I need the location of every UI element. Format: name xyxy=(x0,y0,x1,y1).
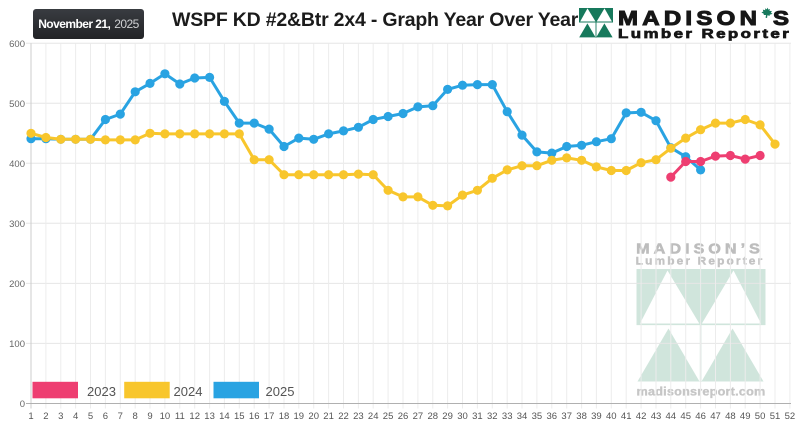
svg-text:16: 16 xyxy=(249,411,260,422)
svg-text:44: 44 xyxy=(666,411,677,422)
svg-text:15: 15 xyxy=(234,411,245,422)
svg-text:28: 28 xyxy=(428,411,439,422)
svg-text:52: 52 xyxy=(785,411,796,422)
svg-text:11: 11 xyxy=(175,411,185,422)
svg-text:19: 19 xyxy=(294,411,305,422)
svg-text:51: 51 xyxy=(770,411,781,422)
svg-text:4: 4 xyxy=(73,411,78,422)
svg-text:500: 500 xyxy=(9,99,25,110)
svg-text:42: 42 xyxy=(636,411,647,422)
svg-text:17: 17 xyxy=(264,411,275,422)
svg-text:31: 31 xyxy=(472,411,483,422)
svg-text:22: 22 xyxy=(338,411,349,422)
svg-text:3: 3 xyxy=(58,411,63,422)
svg-text:40: 40 xyxy=(606,411,617,422)
svg-text:49: 49 xyxy=(740,411,751,422)
svg-text:100: 100 xyxy=(9,339,25,350)
svg-text:400: 400 xyxy=(9,159,25,170)
svg-text:2025: 2025 xyxy=(266,384,295,399)
svg-text:47: 47 xyxy=(710,411,721,422)
svg-text:2023: 2023 xyxy=(87,384,116,399)
svg-text:1: 1 xyxy=(28,411,33,422)
svg-text:600: 600 xyxy=(9,39,25,50)
svg-text:Lumber Reporter: Lumber Reporter xyxy=(636,256,765,268)
svg-text:7: 7 xyxy=(118,411,123,422)
svg-text:12: 12 xyxy=(189,411,200,422)
svg-text:50: 50 xyxy=(755,411,766,422)
svg-text:25: 25 xyxy=(383,411,394,422)
svg-text:200: 200 xyxy=(9,279,25,290)
svg-text:46: 46 xyxy=(695,411,706,422)
svg-text:0: 0 xyxy=(20,399,25,410)
svg-text:34: 34 xyxy=(517,411,528,422)
svg-text:30: 30 xyxy=(457,411,468,422)
svg-text:26: 26 xyxy=(398,411,409,422)
svg-text:29: 29 xyxy=(442,411,453,422)
svg-text:2: 2 xyxy=(43,411,48,422)
svg-text:14: 14 xyxy=(219,411,230,422)
svg-text:21: 21 xyxy=(323,411,334,422)
svg-text:13: 13 xyxy=(204,411,215,422)
svg-text:37: 37 xyxy=(561,411,572,422)
svg-text:20: 20 xyxy=(308,411,319,422)
svg-text:38: 38 xyxy=(576,411,587,422)
svg-text:MADISON’S: MADISON’S xyxy=(636,241,764,257)
svg-text:27: 27 xyxy=(413,411,424,422)
svg-text:23: 23 xyxy=(353,411,364,422)
svg-text:33: 33 xyxy=(502,411,513,422)
svg-text:18: 18 xyxy=(279,411,290,422)
svg-text:41: 41 xyxy=(621,411,632,422)
svg-text:39: 39 xyxy=(591,411,602,422)
svg-text:9: 9 xyxy=(147,411,152,422)
svg-text:6: 6 xyxy=(103,411,108,422)
svg-text:300: 300 xyxy=(9,219,25,230)
svg-text:24: 24 xyxy=(368,411,379,422)
svg-text:35: 35 xyxy=(532,411,543,422)
svg-text:32: 32 xyxy=(487,411,498,422)
svg-text:10: 10 xyxy=(160,411,171,422)
svg-text:45: 45 xyxy=(680,411,691,422)
svg-text:8: 8 xyxy=(133,411,138,422)
svg-text:36: 36 xyxy=(547,411,558,422)
svg-text:5: 5 xyxy=(88,411,93,422)
svg-text:48: 48 xyxy=(725,411,736,422)
svg-text:43: 43 xyxy=(651,411,662,422)
svg-text:2024: 2024 xyxy=(174,384,203,399)
